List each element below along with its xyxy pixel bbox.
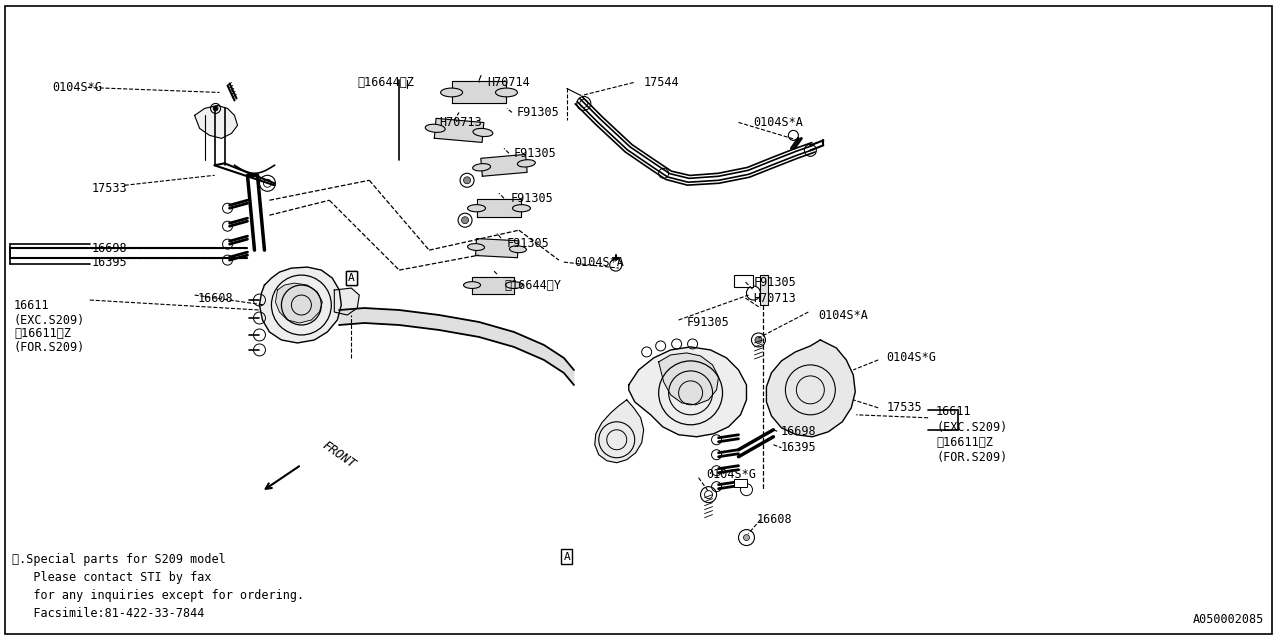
Ellipse shape: [509, 246, 526, 253]
Ellipse shape: [463, 282, 480, 289]
Polygon shape: [767, 340, 855, 436]
Text: 17544: 17544: [644, 76, 680, 89]
Text: for any inquiries except for ordering.: for any inquiries except for ordering.: [12, 589, 305, 602]
Text: 17535: 17535: [886, 401, 922, 414]
Polygon shape: [481, 154, 527, 176]
Text: F91305: F91305: [507, 237, 549, 250]
Ellipse shape: [472, 164, 490, 171]
Ellipse shape: [495, 88, 517, 97]
Ellipse shape: [512, 205, 530, 212]
Ellipse shape: [506, 282, 522, 289]
Circle shape: [744, 534, 750, 541]
Text: 0104S*G: 0104S*G: [707, 468, 756, 481]
Polygon shape: [260, 267, 342, 343]
Text: F91305: F91305: [515, 147, 557, 160]
Text: A: A: [563, 552, 570, 561]
Text: 16698: 16698: [781, 425, 817, 438]
Text: ※16644※Z: ※16644※Z: [357, 76, 415, 89]
Text: ※16644※Y: ※16644※Y: [504, 278, 561, 292]
Text: Please contact STI by fax: Please contact STI by fax: [12, 571, 211, 584]
Polygon shape: [595, 400, 644, 463]
Polygon shape: [659, 353, 718, 405]
Text: F91305: F91305: [511, 192, 554, 205]
Text: 0104S*A: 0104S*A: [573, 255, 623, 269]
Text: A050002085: A050002085: [1193, 613, 1263, 626]
Text: H70713: H70713: [439, 116, 481, 129]
Bar: [760, 275, 768, 305]
Circle shape: [463, 177, 471, 184]
Text: ※16611※Z: ※16611※Z: [14, 328, 70, 340]
Polygon shape: [195, 106, 238, 138]
Polygon shape: [275, 283, 323, 323]
Text: 16395: 16395: [92, 255, 128, 269]
Polygon shape: [628, 347, 746, 436]
Text: (FOR.S209): (FOR.S209): [14, 342, 86, 355]
Circle shape: [212, 106, 218, 111]
Text: H70714: H70714: [486, 76, 530, 89]
Text: 16395: 16395: [781, 441, 817, 454]
Polygon shape: [476, 199, 521, 217]
Text: ※16611※Z: ※16611※Z: [936, 436, 993, 449]
Circle shape: [755, 337, 762, 344]
Text: H70713: H70713: [754, 292, 796, 305]
Ellipse shape: [517, 160, 535, 167]
Text: 16611: 16611: [14, 298, 50, 312]
Polygon shape: [339, 308, 573, 385]
Text: (EXC.S209): (EXC.S209): [14, 314, 86, 326]
Text: F91305: F91305: [754, 276, 796, 289]
Ellipse shape: [440, 88, 462, 97]
Polygon shape: [334, 288, 360, 315]
Text: 0104S*A: 0104S*A: [818, 308, 868, 321]
Ellipse shape: [467, 205, 485, 212]
Text: (EXC.S209): (EXC.S209): [936, 421, 1007, 435]
Polygon shape: [476, 239, 518, 258]
Text: 17533: 17533: [92, 182, 128, 195]
Text: 16608: 16608: [756, 513, 792, 526]
Text: 0104S*A: 0104S*A: [754, 116, 804, 129]
Text: 0104S*G: 0104S*G: [52, 81, 102, 94]
Text: 16611: 16611: [936, 405, 972, 419]
Text: A: A: [348, 273, 355, 283]
Text: (FOR.S209): (FOR.S209): [936, 451, 1007, 464]
Text: F91305: F91305: [517, 106, 559, 119]
Text: 16608: 16608: [197, 292, 233, 305]
Text: A: A: [348, 273, 355, 283]
Text: Facsimile:81-422-33-7844: Facsimile:81-422-33-7844: [12, 607, 205, 620]
Bar: [733, 275, 754, 287]
Ellipse shape: [425, 124, 445, 132]
Ellipse shape: [474, 129, 493, 136]
Text: 16698: 16698: [92, 242, 128, 255]
Polygon shape: [434, 118, 484, 143]
Bar: [733, 479, 748, 486]
Ellipse shape: [467, 244, 485, 250]
Polygon shape: [452, 81, 507, 104]
Text: 0104S*G: 0104S*G: [886, 351, 936, 364]
Polygon shape: [472, 276, 515, 294]
Text: ※.Special parts for S209 model: ※.Special parts for S209 model: [12, 553, 225, 566]
Circle shape: [462, 217, 468, 224]
Text: F91305: F91305: [686, 317, 730, 330]
Text: FRONT: FRONT: [319, 438, 357, 471]
